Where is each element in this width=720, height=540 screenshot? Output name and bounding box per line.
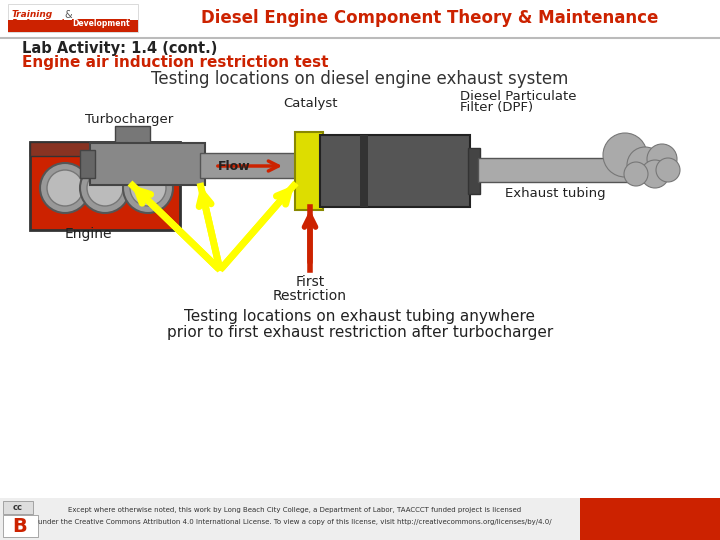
Circle shape: [47, 170, 83, 206]
FancyBboxPatch shape: [320, 135, 470, 207]
Circle shape: [87, 170, 123, 206]
Text: &: &: [64, 10, 71, 20]
Circle shape: [123, 163, 173, 213]
Circle shape: [627, 147, 663, 183]
Text: Turbocharger: Turbocharger: [85, 113, 174, 126]
FancyBboxPatch shape: [80, 150, 95, 178]
FancyBboxPatch shape: [90, 143, 205, 185]
Circle shape: [130, 170, 166, 206]
FancyBboxPatch shape: [8, 20, 138, 32]
Text: Lab Activity: 1.4 (cont.): Lab Activity: 1.4 (cont.): [22, 42, 217, 57]
Text: Filter (DPF): Filter (DPF): [460, 100, 533, 113]
Circle shape: [40, 163, 90, 213]
Text: First: First: [295, 275, 325, 289]
FancyBboxPatch shape: [468, 148, 480, 194]
FancyBboxPatch shape: [3, 515, 38, 537]
FancyBboxPatch shape: [0, 498, 720, 540]
FancyBboxPatch shape: [200, 153, 300, 178]
Circle shape: [624, 162, 648, 186]
Text: Diesel Engine Component Theory & Maintenance: Diesel Engine Component Theory & Mainten…: [202, 9, 659, 27]
FancyBboxPatch shape: [8, 4, 138, 32]
Text: Professional: Professional: [12, 19, 65, 28]
Text: prior to first exhaust restriction after turbocharger: prior to first exhaust restriction after…: [167, 325, 553, 340]
Text: Engine: Engine: [65, 227, 112, 241]
Circle shape: [641, 160, 669, 188]
Text: cc: cc: [13, 503, 23, 512]
Circle shape: [80, 163, 130, 213]
Text: Diesel Particulate: Diesel Particulate: [460, 90, 577, 103]
Text: Exhaust tubing: Exhaust tubing: [505, 186, 606, 199]
Text: Training: Training: [12, 10, 53, 19]
Text: under the Creative Commons Attribution 4.0 International License. To view a copy: under the Creative Commons Attribution 4…: [38, 519, 552, 525]
Circle shape: [656, 158, 680, 182]
FancyBboxPatch shape: [295, 132, 323, 210]
Text: B: B: [13, 516, 27, 536]
FancyBboxPatch shape: [115, 126, 150, 144]
Circle shape: [603, 133, 647, 177]
Text: Flow: Flow: [218, 159, 251, 172]
Circle shape: [647, 144, 677, 174]
Text: Except where otherwise noted, this work by Long Beach City College, a Department: Except where otherwise noted, this work …: [68, 507, 521, 513]
Text: Testing locations on exhaust tubing anywhere: Testing locations on exhaust tubing anyw…: [184, 308, 536, 323]
FancyBboxPatch shape: [30, 142, 180, 230]
FancyBboxPatch shape: [3, 501, 33, 514]
Text: Engine air induction restriction test: Engine air induction restriction test: [22, 56, 328, 71]
Text: Testing locations on diesel engine exhaust system: Testing locations on diesel engine exhau…: [151, 70, 569, 88]
FancyBboxPatch shape: [30, 142, 180, 156]
FancyBboxPatch shape: [360, 135, 368, 207]
FancyBboxPatch shape: [478, 158, 633, 182]
FancyBboxPatch shape: [580, 498, 720, 540]
Text: Development: Development: [72, 19, 130, 28]
Text: Catalyst: Catalyst: [283, 97, 337, 110]
Text: Restriction: Restriction: [273, 289, 347, 303]
